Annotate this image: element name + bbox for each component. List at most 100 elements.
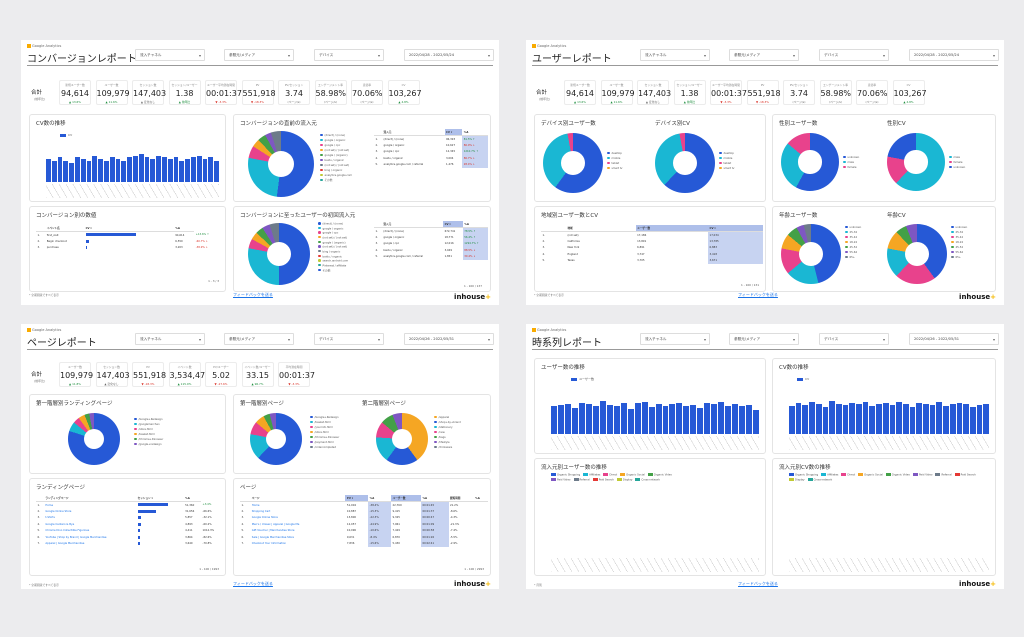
legend-text: 25-34 xyxy=(849,231,858,234)
table-row[interactable]: 7. Apparel | Google Merchandise 3,640 -70.8… xyxy=(36,541,222,548)
table-row[interactable]: 4. Men's / Unisex | Apparel | Google Me 12… xyxy=(240,521,488,528)
table-row[interactable]: 2. google / organic 10,627 86.0% ↓ xyxy=(374,142,488,149)
table-row[interactable]: 1. (direct) / (none) 672,741 78.5% ↑ xyxy=(374,227,488,234)
legend-text: Referral xyxy=(579,478,590,481)
table-row[interactable]: 1. first_visit 94,614 +13.6% ↑ xyxy=(36,232,222,239)
date-range-filter[interactable]: 2022/04/28 - 2022/05/24 xyxy=(404,49,494,61)
date-range-filter[interactable]: 2022/04/26 - 2022/05/31 xyxy=(909,333,999,345)
legend-text: google / organic xyxy=(322,226,344,230)
table-row[interactable]: 3. google / cpc 12,345 1210.7% ↑ xyxy=(374,148,488,155)
header-cell: %Δ xyxy=(183,495,202,502)
channel-filter[interactable]: 流入チャネル xyxy=(640,49,710,61)
channel-filter[interactable]: 流入チャネル xyxy=(135,49,205,61)
table-row[interactable]: 5. analytics.google.com / referral 1,476 28… xyxy=(374,161,488,168)
legend-dot xyxy=(843,155,846,159)
source-medium-filter[interactable]: 参照元/メディア xyxy=(729,333,799,345)
chart-bar xyxy=(208,157,214,182)
pager[interactable]: 1 - 100 / 137 xyxy=(464,284,482,288)
table-row[interactable]: 5. Gift Voucher | Merchandise Store 10,096… xyxy=(240,527,488,534)
timeseries-report-panel: Google Analytics 時系列レポート 流入チャネル 参照元/メディア… xyxy=(526,324,1004,589)
divider xyxy=(27,349,493,350)
table-cell: 4,893 xyxy=(185,522,193,526)
table-row[interactable]: 7. Checkout Your Information 7,836 -15.6% 5,… xyxy=(240,540,488,547)
device-filter[interactable]: デバイス xyxy=(314,49,384,61)
table-row[interactable]: 2. Google Online Store 31,656 -66.6% xyxy=(36,508,222,515)
legend-dot xyxy=(845,240,848,244)
table-row[interactable]: 4. baidu / organic 3,004 86.7% ↓ xyxy=(374,155,488,162)
table-row[interactable]: 3. Google Online Store 13,800 -22.3% 9,325 00… xyxy=(240,514,488,521)
table-row[interactable]: 1. (direct) / (none) 96,393 81.5% ↑ xyxy=(374,135,488,142)
feedback-link[interactable]: フィードバックを送る xyxy=(233,581,273,586)
table-row[interactable]: 1. Home 51,004 -38.4% 22,769 00:01:45 21.2% xyxy=(240,501,488,508)
table-row[interactable]: 6. Sale | Google Merchandise Store 9,631 -8… xyxy=(240,534,488,541)
table-row[interactable]: 2. Shopping Cart 10,887 -15.3% 9,415 00:01:37… xyxy=(240,508,488,515)
source-legend: (direct) / (none) google / organic google … xyxy=(320,133,352,183)
legend-dot xyxy=(318,254,321,258)
kpi-value: 109,979 xyxy=(601,89,635,98)
source-medium-filter[interactable]: 参照元/メディア xyxy=(224,333,294,345)
source-medium-filter[interactable]: 参照元/メディア xyxy=(224,49,294,61)
table-cell: Checkout Your Information xyxy=(251,542,287,546)
source-cv-legend: Organic Shopping Affiliates Direct Organic … xyxy=(789,473,985,481)
table-row[interactable]: 3. google / cpc 12,016 1294.7% ↑ xyxy=(374,240,488,247)
first-source-legend: (direct) / (none) google / organic google … xyxy=(318,222,348,273)
table-row[interactable]: 5. Chrome Dino Collectible Figurines 4,411… xyxy=(36,528,222,535)
legend-item: mobile xyxy=(607,156,622,161)
chart-bar xyxy=(809,401,815,434)
feedback-link[interactable]: フィードバックを送る xyxy=(738,581,778,586)
table-row[interactable]: 1. Home 51,360 +3.4% xyxy=(36,502,222,509)
kpi-value: 94,614 xyxy=(566,89,594,98)
card-title: 性別ユーザー数 xyxy=(779,121,818,127)
table-row[interactable]: 4. Google Cantaro & Bye 4,893 -60.2% xyxy=(36,521,222,528)
pager[interactable]: 1 - 100 / 2993 xyxy=(464,567,484,571)
device-filter[interactable]: デバイス xyxy=(819,49,889,61)
legend-item: その他 xyxy=(318,268,348,274)
table-row[interactable]: 5. analytics.google.com / referral 1,851 30… xyxy=(374,253,488,260)
date-range-filter[interactable]: 2022/04/26 - 2022/05/31 xyxy=(404,333,494,345)
pager[interactable]: 1 - 100 / 1993 xyxy=(199,567,219,571)
table-row[interactable]: 1. (not set) 17,186 17,034 xyxy=(541,231,763,238)
kpi-card: 直帰率 70.06% (ページ/s) xyxy=(351,80,383,105)
table-row[interactable]: 4. England 3,747 3,418 xyxy=(541,251,763,258)
feedback-link[interactable]: フィードバックを送る xyxy=(233,292,273,297)
device-filter[interactable]: デバイス xyxy=(819,333,889,345)
date-range-filter[interactable]: 2022/04/28 - 2022/05/24 xyxy=(909,49,999,61)
feedback-link[interactable]: フィードバックを送る xyxy=(738,292,778,297)
chart-bar xyxy=(80,159,86,182)
legend-item: /google+redesign xyxy=(134,442,163,447)
table-row[interactable]: 6. YouTube | Shop by Brand | Google Merch… xyxy=(36,534,222,541)
table-row[interactable]: 3. New York 6,891 6,883 xyxy=(541,244,763,251)
table-cell: -10.6% xyxy=(368,527,392,534)
table-row[interactable]: 5. Texas 3,705 3,671 xyxy=(541,257,763,264)
kpi-delta: ▲ 13.6% xyxy=(574,100,586,104)
device-filter[interactable]: デバイス xyxy=(314,333,384,345)
pager[interactable]: 1 - 100 / 131 xyxy=(741,283,759,287)
kpi-label: エンゲージメント率 xyxy=(317,83,344,87)
chart-bar xyxy=(916,402,923,434)
landing-page-table: ランディングページ セッション ▾ %Δ 1. Home 51,360 +3.4% 2. Goo… xyxy=(36,495,222,547)
table-row[interactable]: 3. purchase 3,203 -38.9% ↓ xyxy=(36,245,222,252)
legend-text: 55-64 xyxy=(955,251,964,254)
table-cell: 4. xyxy=(542,252,545,256)
pager[interactable]: 1 - 3 / 3 xyxy=(208,279,219,283)
table-row[interactable]: 2. google / organic 18,771 56.4% ↑ xyxy=(374,234,488,241)
table-row[interactable]: 3. t-Shirts 5,857 -32.1% xyxy=(36,515,222,522)
legend-text: smart tv xyxy=(611,167,623,170)
table-row[interactable]: 2. California 13,891 13,785 xyxy=(541,238,763,245)
legend-item: 45-54 xyxy=(951,245,967,250)
legend-dot xyxy=(434,430,437,434)
table-row[interactable]: 2. Begin checkout 6,550 -60.7% ↓ xyxy=(36,238,222,245)
table-row[interactable]: 4. baidu / organic 3,049 88.5% ↓ xyxy=(374,247,488,254)
kpi-value: 1.38 xyxy=(680,89,699,98)
channel-filter[interactable]: 流入チャネル xyxy=(135,333,205,345)
chart-bar xyxy=(115,159,121,182)
channel-filter[interactable]: 流入チャネル xyxy=(640,333,710,345)
kpi-label: 平均滞在時間 xyxy=(285,365,303,369)
chart-bar xyxy=(943,406,949,434)
kpi-label: セッション/ユーザー xyxy=(676,83,703,87)
source-medium-filter[interactable]: 参照元/メディア xyxy=(729,49,799,61)
device-cv-legend: desktop mobile tablet smart tv xyxy=(719,151,734,171)
legend-item: /yourinfo.html xyxy=(310,425,339,430)
table-cell: 96,393 xyxy=(446,137,456,141)
legend-dot xyxy=(320,143,323,147)
